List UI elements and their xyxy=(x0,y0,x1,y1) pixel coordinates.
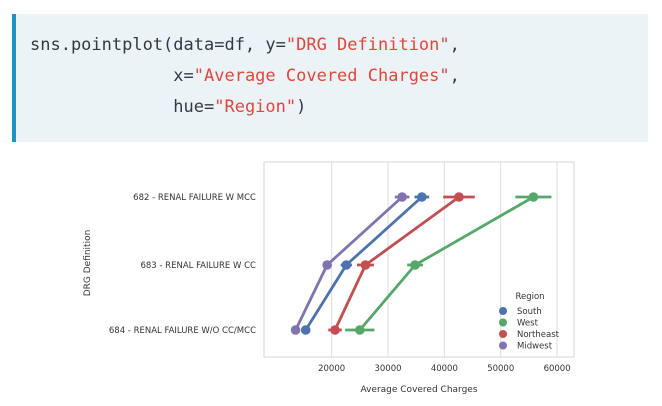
code-line-2: x="Average Covered Charges", xyxy=(30,61,648,92)
legend-label: Northeast xyxy=(517,330,560,340)
data-point xyxy=(330,325,340,335)
y-tick-label: 683 - RENAL FAILURE W CC xyxy=(140,261,256,271)
x-tick-labels: 20000 30000 40000 50000 60000 xyxy=(318,364,571,374)
data-point xyxy=(291,325,301,335)
code-line-3: hue="Region") xyxy=(30,92,648,123)
pointplot-chart: 682 - RENAL FAILURE W MCC 683 - RENAL FAI… xyxy=(0,150,662,406)
y-tick-label: 684 - RENAL FAILURE W/O CC/MCC xyxy=(109,326,256,336)
code-string: "Region" xyxy=(214,97,296,117)
y-tick-label: 682 - RENAL FAILURE W MCC xyxy=(133,193,256,203)
data-point xyxy=(417,192,427,202)
data-point xyxy=(355,325,365,335)
data-point xyxy=(361,260,371,270)
code-string: "Average Covered Charges" xyxy=(194,66,450,86)
code-text: ) xyxy=(296,97,306,117)
legend-title: Region xyxy=(515,292,544,302)
legend-label: Midwest xyxy=(517,342,553,352)
code-text: , xyxy=(450,66,460,86)
legend-marker xyxy=(499,307,507,315)
x-axis-label: Average Covered Charges xyxy=(360,385,477,395)
x-tick-label: 60000 xyxy=(544,364,571,374)
data-point xyxy=(454,192,464,202)
x-tick-label: 50000 xyxy=(487,364,514,374)
data-point xyxy=(397,192,407,202)
x-tick-label: 30000 xyxy=(374,364,401,374)
code-string: "DRG Definition" xyxy=(286,35,450,55)
legend-marker xyxy=(499,330,507,338)
code-text: sns.pointplot(data=df, y= xyxy=(30,35,286,55)
code-text: x= xyxy=(30,66,194,86)
legend-label: South xyxy=(517,307,542,317)
y-axis-label: DRG Definition xyxy=(83,230,93,297)
data-point xyxy=(410,260,420,270)
y-tick-labels: 682 - RENAL FAILURE W MCC 683 - RENAL FAI… xyxy=(109,193,256,336)
data-point xyxy=(322,260,332,270)
legend-label: West xyxy=(517,319,539,329)
code-text: , xyxy=(450,35,460,55)
code-block: sns.pointplot(data=df, y="DRG Definition… xyxy=(12,14,648,142)
data-point xyxy=(529,192,539,202)
code-line-1: sns.pointplot(data=df, y="DRG Definition… xyxy=(30,30,648,61)
legend-marker xyxy=(499,319,507,327)
data-point xyxy=(341,260,351,270)
code-text: hue= xyxy=(30,97,214,117)
x-tick-label: 20000 xyxy=(318,364,345,374)
legend-marker xyxy=(499,342,507,350)
x-tick-label: 40000 xyxy=(431,364,458,374)
data-point xyxy=(301,325,311,335)
